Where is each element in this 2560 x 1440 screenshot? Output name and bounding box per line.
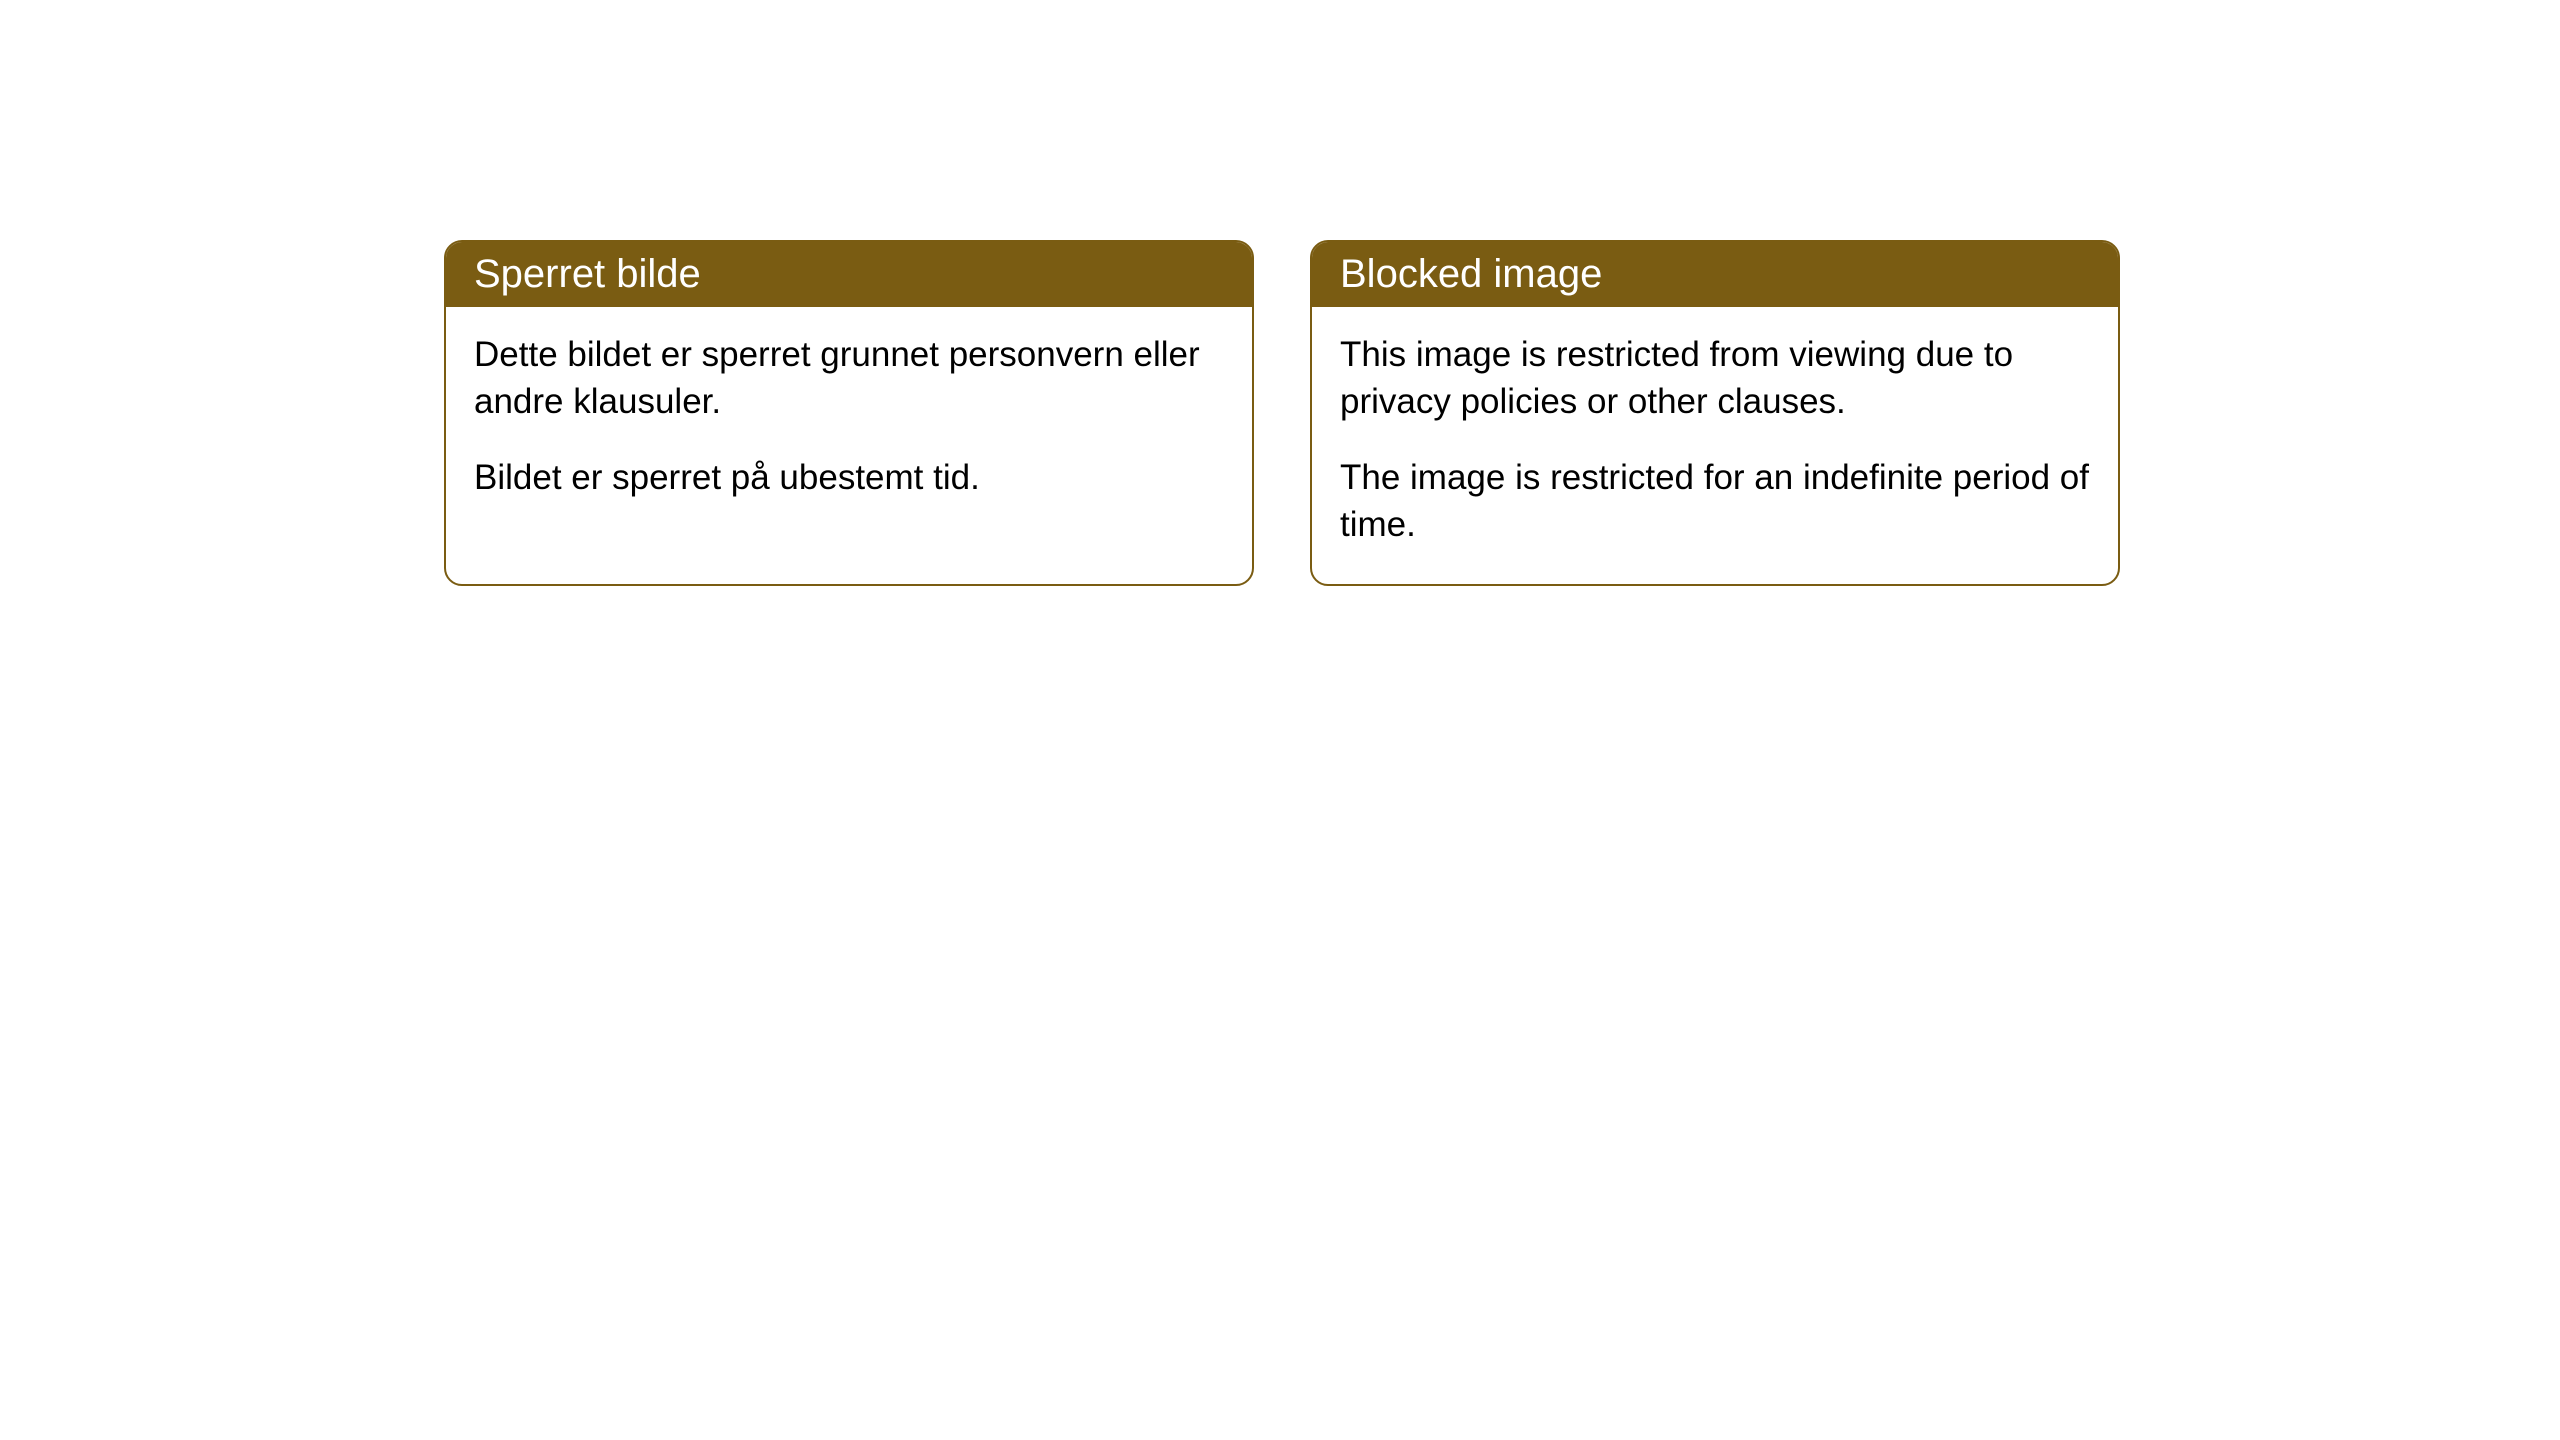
blocked-image-notice-norwegian: Sperret bilde Dette bildet er sperret gr… (444, 240, 1254, 586)
card-body: Dette bildet er sperret grunnet personve… (446, 307, 1252, 537)
card-title: Blocked image (1340, 252, 1602, 296)
notice-paragraph: Dette bildet er sperret grunnet personve… (474, 331, 1224, 426)
card-body: This image is restricted from viewing du… (1312, 307, 2118, 584)
notice-paragraph: This image is restricted from viewing du… (1340, 331, 2090, 426)
card-header: Sperret bilde (446, 242, 1252, 307)
blocked-image-notice-english: Blocked image This image is restricted f… (1310, 240, 2120, 586)
card-title: Sperret bilde (474, 252, 701, 296)
card-header: Blocked image (1312, 242, 2118, 307)
notice-paragraph: Bildet er sperret på ubestemt tid. (474, 454, 1224, 501)
notice-cards-container: Sperret bilde Dette bildet er sperret gr… (444, 240, 2120, 586)
notice-paragraph: The image is restricted for an indefinit… (1340, 454, 2090, 549)
